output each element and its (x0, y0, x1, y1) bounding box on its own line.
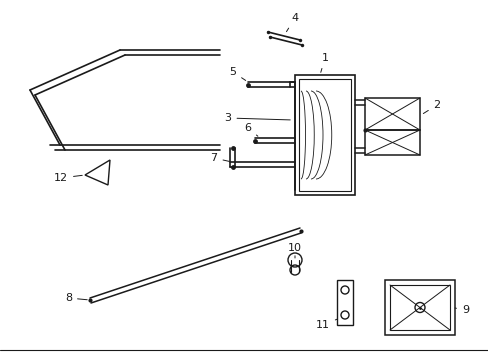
Text: 11: 11 (315, 319, 337, 330)
Text: 6: 6 (244, 123, 257, 136)
Text: 1: 1 (320, 53, 328, 72)
Text: 2: 2 (423, 100, 440, 113)
Text: 9: 9 (454, 305, 468, 315)
Text: 8: 8 (65, 293, 87, 303)
Circle shape (414, 302, 424, 312)
Text: 4: 4 (286, 13, 298, 32)
Text: 3: 3 (224, 113, 290, 123)
Text: 7: 7 (210, 153, 229, 163)
Text: 10: 10 (287, 243, 302, 258)
Text: 5: 5 (229, 67, 245, 80)
Text: 12: 12 (54, 173, 82, 183)
